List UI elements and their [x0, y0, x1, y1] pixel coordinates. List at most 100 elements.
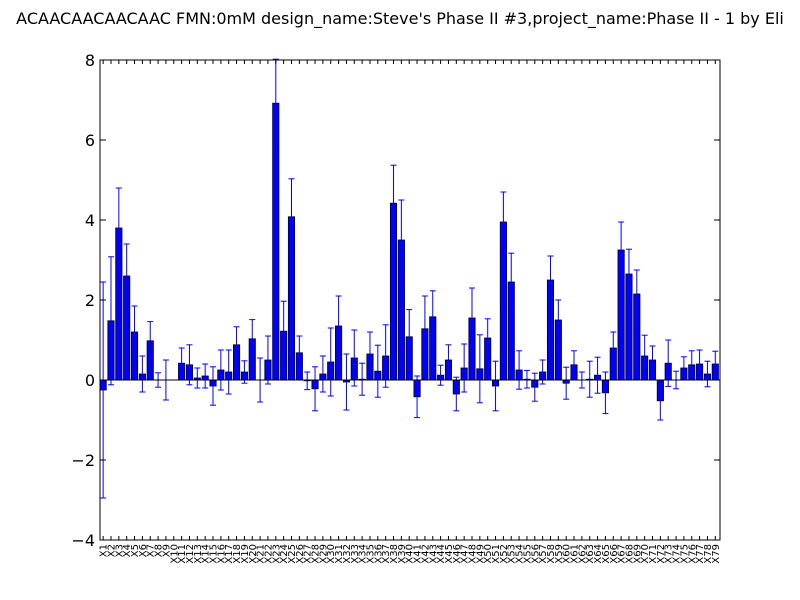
error-bar-X66	[610, 331, 617, 365]
error-bar-X36	[374, 344, 381, 398]
x-tick-label-X9: X9	[161, 544, 172, 557]
error-bar-X47	[461, 343, 468, 393]
x-tick-label-X53: X53	[507, 544, 518, 564]
x-tick-label-X40: X40	[405, 544, 416, 564]
x-tick-label-X5: X5	[130, 544, 141, 557]
error-bar-X37	[382, 324, 389, 388]
x-tick-label-X34: X34	[358, 544, 369, 564]
x-tick-label-X35: X35	[365, 544, 376, 564]
x-tick-label-X57: X57	[538, 544, 549, 564]
error-bar-X33	[351, 329, 358, 387]
error-bar-X40	[406, 309, 413, 365]
error-bar-X79	[712, 350, 719, 378]
x-tick-label-X66: X66	[609, 544, 620, 564]
x-tick-label-X13: X13	[193, 544, 204, 564]
x-tick-label-X26: X26	[295, 544, 306, 564]
error-bar-X55	[523, 369, 530, 389]
error-bar-X44	[437, 364, 444, 386]
error-bar-X41	[414, 375, 421, 419]
error-bar-X39	[398, 199, 405, 281]
x-tick-label-X32: X32	[342, 544, 353, 564]
x-tick-label-X68: X68	[624, 544, 635, 564]
x-tick-label-X70: X70	[640, 544, 651, 564]
error-bar-X46	[453, 376, 460, 412]
error-bar-X5	[131, 305, 138, 359]
error-bar-X53	[508, 252, 515, 312]
x-tick-label-X75: X75	[679, 544, 690, 564]
x-tick-label-X58: X58	[546, 544, 557, 564]
x-tick-label-X18: X18	[232, 544, 243, 564]
x-tick-label-X77: X77	[695, 544, 706, 564]
error-bar-X12	[186, 344, 193, 386]
x-tick-label-X56: X56	[530, 544, 541, 564]
x-tick-label-X20: X20	[248, 544, 259, 564]
error-bar-X43	[429, 290, 436, 344]
error-bar-X1	[100, 281, 107, 499]
error-bar-X58	[547, 255, 554, 305]
x-tick-label-X71: X71	[648, 544, 659, 564]
error-bar-X17	[225, 349, 232, 395]
y-axis: −4 −2 0 2 4 6 8	[71, 51, 720, 550]
x-tick-label-X41: X41	[413, 544, 424, 564]
x-tick-label-X60: X60	[562, 544, 573, 564]
x-tick-label-X43: X43	[428, 544, 439, 564]
error-bar-X22	[264, 335, 271, 385]
error-bar-X32	[343, 353, 350, 411]
error-bar-X68	[625, 248, 632, 300]
x-tick-label-X62: X62	[577, 544, 588, 564]
x-tick-label-X4: X4	[122, 544, 133, 557]
error-bar-X59	[555, 299, 562, 341]
x-tick-label-X30: X30	[326, 544, 337, 564]
error-bar-X45	[445, 344, 452, 376]
x-tick-label-X24: X24	[279, 544, 290, 564]
x-tick-label-X49: X49	[475, 544, 486, 564]
error-bar-X28	[312, 366, 319, 412]
error-bar-X27	[304, 371, 311, 391]
chart-title: ACAACAACAACAAC FMN:0mM design_name:Steve…	[16, 9, 784, 29]
error-bar-X38	[390, 164, 397, 242]
error-bar-X78	[704, 360, 711, 388]
x-tick-label-X16: X16	[216, 544, 227, 564]
x-tick-label-X74: X74	[672, 544, 683, 564]
x-tick-label-X46: X46	[452, 544, 463, 564]
error-bar-X29	[319, 355, 326, 393]
x-tick-label-X45: X45	[444, 544, 455, 564]
x-tick-label-X31: X31	[334, 544, 345, 564]
error-bar-X65	[602, 371, 609, 415]
x-tick-label-X52: X52	[499, 544, 510, 564]
error-bar-X35	[366, 331, 373, 377]
x-tick-label-X61: X61	[570, 544, 581, 564]
x-tick-label-X69: X69	[632, 544, 643, 564]
error-bar-X30	[327, 327, 334, 397]
x-tick-label-X59: X59	[554, 544, 565, 564]
error-bar-X20	[249, 319, 256, 359]
error-bars-layer	[100, 58, 719, 499]
error-bar-X16	[217, 349, 224, 391]
error-bar-X51	[492, 360, 499, 412]
x-tick-label-X79: X79	[711, 544, 722, 564]
x-tick-label-X15: X15	[209, 544, 220, 564]
error-bar-X24	[280, 300, 287, 362]
x-tick-label-X11: X11	[177, 544, 188, 564]
error-bar-X13	[194, 367, 201, 389]
x-tick-label-X50: X50	[483, 544, 494, 564]
x-tick-label-X72: X72	[656, 544, 667, 564]
error-bar-X70	[641, 334, 648, 378]
error-bar-X61	[571, 350, 578, 380]
error-bar-X54	[516, 350, 523, 390]
x-tick-label-X23: X23	[271, 544, 282, 564]
x-axis: X1X2X3X4X5X6X7X8X9X10X11X12X13X14X15X16X…	[99, 60, 722, 564]
error-bar-X63	[586, 360, 593, 398]
error-bar-X15	[210, 366, 217, 406]
x-tick-label-X14: X14	[201, 544, 212, 564]
error-bar-X64	[594, 356, 601, 394]
error-bar-X26	[296, 335, 303, 371]
x-tick-label-X6: X6	[138, 544, 149, 557]
error-bar-X52	[500, 191, 507, 253]
error-bar-X11	[178, 347, 185, 379]
x-tick-label-X8: X8	[154, 544, 165, 557]
error-bar-X50	[484, 318, 491, 358]
error-bar-X49	[476, 334, 483, 404]
y-tick-label-0: 0	[85, 371, 95, 390]
